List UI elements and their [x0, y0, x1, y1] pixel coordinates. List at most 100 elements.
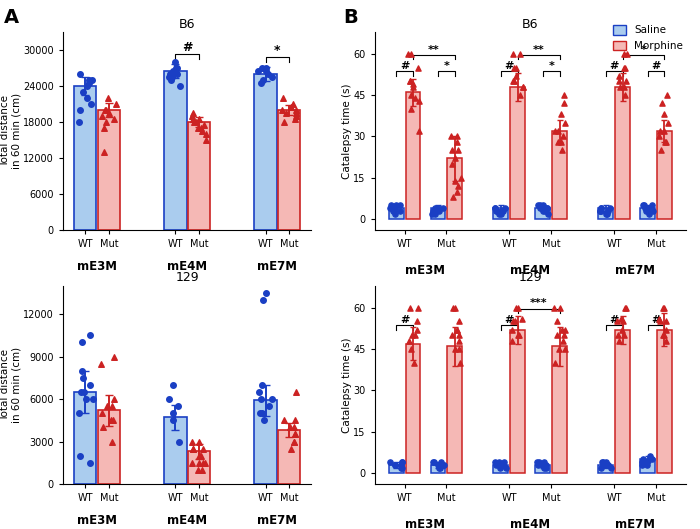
Point	[438, 204, 449, 212]
Point	[596, 204, 607, 212]
Text: #: #	[400, 61, 410, 71]
Bar	[188, 451, 210, 484]
Point	[396, 458, 407, 466]
Point	[614, 336, 625, 345]
Point	[85, 331, 96, 340]
Point	[193, 115, 204, 123]
Point	[657, 304, 668, 312]
Point	[394, 201, 405, 209]
Point	[556, 110, 567, 118]
Point	[390, 461, 401, 469]
Point	[413, 96, 424, 105]
Point	[616, 325, 627, 334]
Point	[81, 81, 92, 90]
Point	[405, 77, 416, 86]
Point	[102, 94, 113, 102]
Point	[260, 288, 272, 297]
Point	[288, 437, 300, 446]
Point	[611, 317, 622, 326]
Point	[407, 80, 419, 88]
Point	[108, 115, 120, 123]
Point	[449, 154, 461, 163]
Point	[105, 416, 116, 424]
Point	[188, 115, 199, 123]
Point	[556, 138, 567, 146]
Point	[96, 112, 107, 120]
Point	[549, 359, 560, 367]
Point	[288, 99, 299, 108]
Point	[510, 317, 521, 326]
Text: #: #	[651, 315, 661, 325]
Bar	[536, 465, 550, 473]
Point	[198, 121, 209, 129]
Point	[507, 336, 518, 345]
Bar	[615, 87, 630, 219]
Point	[83, 79, 94, 87]
Point	[506, 325, 517, 334]
Text: #: #	[610, 315, 619, 325]
Point	[384, 458, 395, 466]
Point	[172, 402, 183, 411]
Point	[290, 112, 302, 120]
Point	[193, 459, 204, 467]
Text: **: **	[533, 44, 545, 54]
Point	[78, 373, 89, 382]
Point	[405, 304, 416, 312]
Point	[496, 207, 507, 215]
Point	[195, 124, 206, 132]
Point	[646, 455, 657, 463]
Point	[558, 331, 569, 340]
Point	[76, 338, 88, 346]
Point	[451, 138, 462, 146]
Point	[81, 94, 92, 102]
Point	[80, 395, 92, 403]
Text: *: *	[640, 44, 646, 54]
Point	[99, 124, 110, 132]
Point	[387, 207, 398, 215]
Point	[389, 461, 400, 469]
Point	[395, 461, 407, 469]
Point	[74, 106, 85, 114]
Point	[279, 117, 290, 126]
Point	[197, 444, 209, 453]
Point	[288, 423, 300, 432]
Point	[256, 63, 267, 72]
Point	[169, 58, 181, 66]
Point	[612, 331, 624, 340]
Point	[168, 67, 179, 75]
Point	[410, 331, 421, 340]
Point	[451, 132, 462, 141]
Point	[174, 437, 185, 446]
Point	[285, 103, 296, 111]
Text: mE4M: mE4M	[167, 260, 207, 273]
Point	[615, 314, 626, 323]
Point	[448, 193, 459, 202]
Point	[637, 455, 648, 463]
Y-axis label: Total distance
in 60 min (cm): Total distance in 60 min (cm)	[0, 93, 22, 169]
Point	[594, 207, 606, 215]
Point	[538, 461, 549, 469]
Bar	[98, 110, 120, 230]
Text: mE4M: mE4M	[510, 264, 550, 277]
Point	[389, 209, 400, 218]
Text: mE7M: mE7M	[615, 264, 655, 277]
Point	[659, 138, 671, 146]
Point	[412, 325, 423, 334]
Bar	[74, 86, 97, 230]
Point	[428, 458, 439, 466]
Point	[603, 461, 614, 469]
Bar	[615, 330, 630, 473]
Point	[403, 336, 414, 345]
Point	[97, 423, 108, 432]
Point	[96, 359, 107, 368]
Point	[538, 461, 549, 469]
Point	[453, 331, 464, 340]
Point	[500, 463, 511, 472]
Point	[556, 325, 568, 334]
Point	[618, 331, 629, 340]
Point	[499, 458, 510, 466]
Point	[549, 126, 560, 135]
Point	[643, 204, 654, 212]
Point	[255, 409, 266, 417]
Point	[512, 331, 524, 340]
